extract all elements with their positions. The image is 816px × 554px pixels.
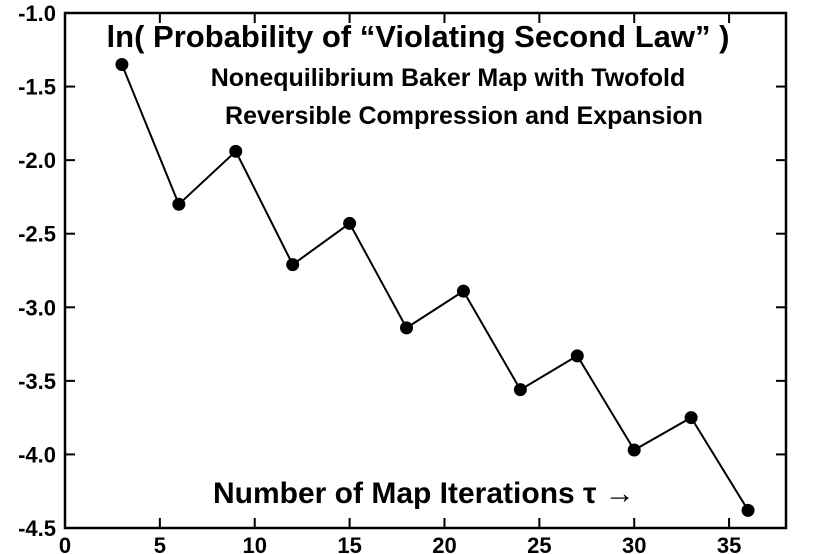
tick-labels: 0 5 10 15 20 25 30 35 -1.0 -1.5 -2.0 -2.5 -3.0 -3.5 -4… [18, 1, 741, 554]
data-point [513, 383, 527, 397]
data-point [400, 321, 414, 335]
data-point [570, 349, 584, 363]
data-point [343, 216, 357, 230]
y-tick-label: -4.5 [18, 516, 56, 541]
x-tick-label: 5 [154, 533, 166, 554]
y-tick-label: -2.0 [18, 148, 56, 173]
y-tick-label: -1.5 [18, 75, 56, 100]
x-tick-label: 0 [59, 533, 71, 554]
x-tick-label: 10 [242, 533, 266, 554]
data-point [115, 58, 129, 71]
chart-subtitle-line-2: Reversible Compression and Expansion [225, 102, 703, 130]
x-tick-label: 25 [527, 533, 551, 554]
series-line [120, 64, 749, 511]
data-point [741, 503, 755, 517]
chart-title: ln( Probability of “Violating Second Law… [107, 19, 730, 54]
data-point [684, 411, 698, 425]
plot-frame [63, 11, 788, 530]
x-tick-label: 30 [622, 533, 646, 554]
x-tick-label: 35 [717, 533, 741, 554]
data-point [286, 258, 300, 272]
y-tick-label: -1.0 [18, 1, 56, 26]
y-tick-label: -4.0 [18, 442, 56, 467]
y-tick-label: -3.0 [18, 295, 56, 320]
x-tick-label: 20 [432, 533, 456, 554]
data-point [229, 144, 243, 158]
data-point [172, 197, 186, 211]
chart-subtitle-line-1: Nonequilibrium Baker Map with Twofold [211, 64, 686, 92]
data-point [627, 443, 641, 457]
x-axis-label: Number of Map Iterations τ → [213, 477, 635, 510]
data-points [115, 58, 755, 517]
x-tick-label: 15 [337, 533, 361, 554]
data-point [456, 284, 470, 298]
ticks [64, 12, 786, 529]
y-tick-label: -3.5 [18, 369, 56, 394]
y-tick-label: -2.5 [18, 222, 56, 247]
